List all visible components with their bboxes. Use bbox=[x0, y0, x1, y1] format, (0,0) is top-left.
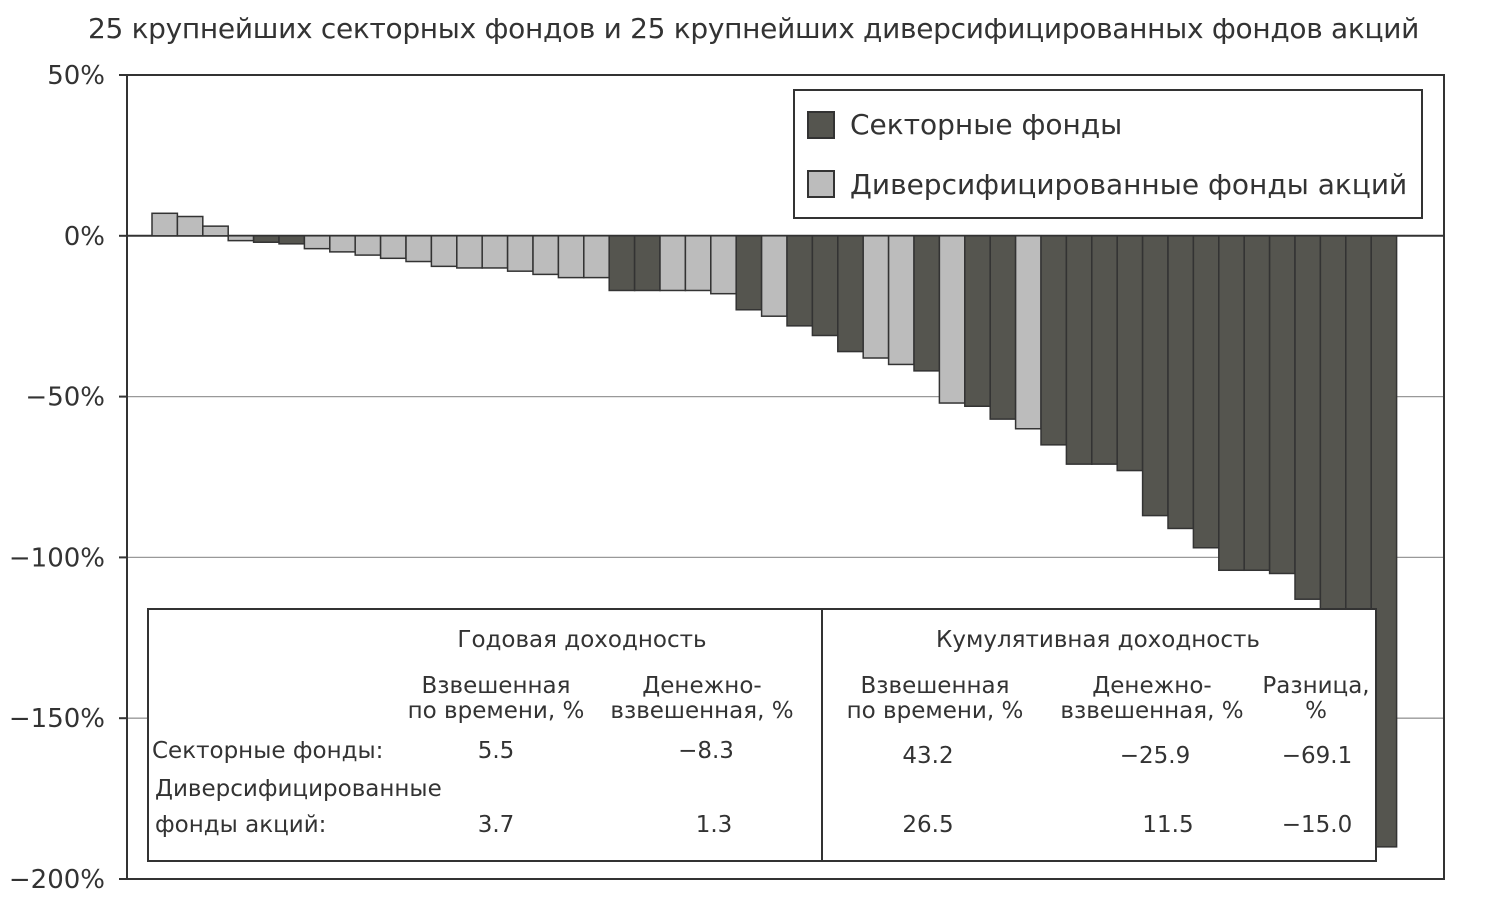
bar-diversified bbox=[938, 235, 966, 404]
sector-annual-money: −8.3 bbox=[678, 738, 734, 764]
stats-table-box bbox=[147, 608, 1377, 862]
legend: Секторные фонды Диверсифицированные фонд… bbox=[793, 89, 1423, 219]
cumulative-header: Кумулятивная доходность bbox=[936, 627, 1260, 653]
bar-diversified bbox=[176, 215, 204, 237]
y-tick-label: −100% bbox=[9, 543, 105, 573]
row-diversified-label-2: фонды акций: bbox=[155, 812, 326, 838]
col-annual-money-1: Денежно- bbox=[642, 673, 761, 699]
bar-sector bbox=[278, 235, 306, 245]
col-annual-time-1: Взвешенная bbox=[422, 673, 571, 699]
diversified-annual-money: 1.3 bbox=[696, 812, 733, 838]
bar-sector bbox=[1065, 235, 1093, 465]
legend-label-sector: Секторные фонды bbox=[850, 108, 1122, 141]
bar-diversified bbox=[506, 235, 534, 272]
bar-sector bbox=[1370, 235, 1398, 848]
bar-sector bbox=[964, 235, 991, 407]
bar-sector bbox=[1091, 235, 1118, 465]
sector-cum-time: 43.2 bbox=[902, 743, 953, 769]
bar-diversified bbox=[354, 235, 382, 256]
stats-table: Годовая доходность Кумулятивная доходнос… bbox=[147, 608, 1377, 862]
row-sector-label: Секторные фонды: bbox=[152, 738, 383, 764]
bar-diversified bbox=[583, 235, 610, 279]
legend-swatch-sector bbox=[807, 111, 835, 139]
bar-sector bbox=[608, 235, 636, 292]
bar-sector bbox=[786, 235, 814, 327]
col-diff-1: Разница, bbox=[1262, 673, 1369, 699]
bar-diversified bbox=[329, 235, 356, 253]
bar-diversified bbox=[1014, 235, 1042, 430]
chart-title: 25 крупнейших секторных фондов и 25 круп… bbox=[87, 12, 1420, 45]
diversified-cum-money: 11.5 bbox=[1142, 812, 1193, 838]
bar-sector bbox=[1294, 235, 1322, 600]
bar-diversified bbox=[684, 235, 712, 292]
bar-diversified bbox=[532, 235, 560, 276]
bar-sector bbox=[1141, 235, 1169, 517]
bar-sector bbox=[1040, 235, 1068, 446]
bar-sector bbox=[1268, 235, 1296, 575]
bar-diversified bbox=[887, 235, 915, 366]
diversified-annual-time: 3.7 bbox=[478, 812, 515, 838]
bar-sector bbox=[1116, 235, 1144, 472]
legend-swatch-diversified bbox=[807, 170, 835, 198]
annual-header: Годовая доходность bbox=[457, 627, 706, 653]
bar-diversified bbox=[430, 235, 458, 268]
y-tick-label: 0% bbox=[64, 222, 105, 252]
col-cum-time-1: Взвешенная bbox=[861, 673, 1010, 699]
bar-sector bbox=[1243, 235, 1271, 572]
bar-sector bbox=[811, 235, 839, 337]
bar-diversified bbox=[456, 235, 483, 269]
col-annual-time-2: по времени, % bbox=[408, 698, 585, 724]
bar-sector bbox=[252, 235, 280, 243]
diversified-diff: −15.0 bbox=[1282, 812, 1352, 838]
bar-diversified bbox=[151, 212, 179, 237]
col-cum-time-2: по времени, % bbox=[847, 698, 1024, 724]
bar-diversified bbox=[481, 235, 509, 269]
plot-frame bbox=[126, 74, 1445, 880]
bar-sector bbox=[633, 235, 661, 292]
legend-box bbox=[793, 89, 1423, 219]
row-diversified-label-1: Диверсифицированные bbox=[155, 776, 442, 802]
y-tick-label: −50% bbox=[25, 383, 105, 413]
bars bbox=[151, 212, 1398, 848]
bar-diversified bbox=[379, 235, 407, 260]
diversified-cum-time: 26.5 bbox=[902, 812, 953, 838]
bar-sector bbox=[989, 235, 1017, 420]
col-annual-money-2: взвешенная, % bbox=[610, 698, 793, 724]
bar-sector bbox=[1319, 235, 1347, 613]
bar-sector bbox=[837, 235, 864, 353]
sector-annual-time: 5.5 bbox=[478, 738, 515, 764]
y-tick-label: −150% bbox=[9, 704, 105, 734]
y-tick-label: 50% bbox=[47, 61, 105, 91]
bar-diversified bbox=[862, 235, 890, 359]
bar-sector bbox=[735, 235, 763, 311]
bar-diversified bbox=[659, 235, 687, 292]
col-diff-2: % bbox=[1305, 698, 1327, 724]
bar-diversified bbox=[227, 235, 255, 242]
col-cum-money-1: Денежно- bbox=[1092, 673, 1211, 699]
sector-diff: −69.1 bbox=[1282, 743, 1352, 769]
sector-cum-money: −25.9 bbox=[1120, 743, 1190, 769]
bar-diversified bbox=[202, 225, 229, 237]
bar-diversified bbox=[557, 235, 585, 279]
legend-label-diversified: Диверсифицированные фонды акций bbox=[850, 168, 1407, 201]
bar-diversified bbox=[710, 235, 737, 295]
y-tick-label: −200% bbox=[9, 865, 105, 895]
col-cum-money-2: взвешенная, % bbox=[1060, 698, 1243, 724]
bar-diversified bbox=[760, 235, 788, 317]
bar-sector bbox=[1167, 235, 1195, 530]
bar-diversified bbox=[405, 235, 433, 263]
bar-diversified bbox=[303, 235, 331, 250]
bar-sector bbox=[1345, 235, 1372, 636]
bar-sector bbox=[1218, 235, 1245, 572]
bar-sector bbox=[913, 235, 941, 372]
y-axis-ticks: 50% 0% −50% −100% −150% −200% bbox=[9, 61, 127, 895]
bar-sector bbox=[1192, 235, 1220, 549]
